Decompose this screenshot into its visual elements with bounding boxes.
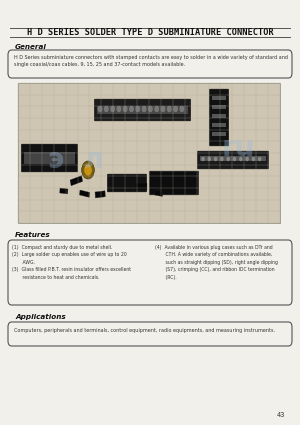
- Circle shape: [174, 107, 177, 111]
- Bar: [18, 83, 280, 223]
- Circle shape: [252, 158, 254, 161]
- Circle shape: [259, 158, 261, 161]
- Circle shape: [84, 164, 92, 176]
- Text: Features: Features: [15, 232, 51, 238]
- Circle shape: [82, 161, 94, 179]
- FancyBboxPatch shape: [209, 89, 229, 146]
- Circle shape: [142, 107, 146, 111]
- Bar: [212, 114, 226, 118]
- Text: ru: ru: [222, 134, 256, 162]
- Bar: [70, 176, 83, 186]
- Circle shape: [136, 107, 140, 111]
- FancyBboxPatch shape: [197, 151, 268, 169]
- Circle shape: [214, 158, 217, 161]
- Circle shape: [221, 158, 223, 161]
- Text: э  л: э л: [48, 146, 104, 174]
- Circle shape: [246, 158, 248, 161]
- Bar: [154, 190, 163, 196]
- Bar: [80, 190, 90, 197]
- Text: (4)  Available in various plug cases such as DTr and
       CTH. A wide variety : (4) Available in various plug cases such…: [155, 245, 278, 280]
- Circle shape: [208, 158, 210, 161]
- Circle shape: [123, 107, 127, 111]
- Circle shape: [148, 107, 152, 111]
- Text: Computers, peripherals and terminals, control equipment, radio equipments, and m: Computers, peripherals and terminals, co…: [14, 328, 275, 333]
- FancyBboxPatch shape: [21, 144, 78, 172]
- Bar: [200, 156, 266, 161]
- Text: General: General: [15, 44, 47, 50]
- Text: (1)  Compact and sturdy due to metal shell.
(2)  Large solder cup enables use of: (1) Compact and sturdy due to metal shel…: [12, 245, 131, 280]
- Circle shape: [98, 107, 102, 111]
- Text: H D Series subminiature connectors with stamped contacts are easy to solder in a: H D Series subminiature connectors with …: [14, 55, 288, 68]
- Circle shape: [161, 107, 165, 111]
- Bar: [212, 105, 226, 109]
- Circle shape: [130, 107, 133, 111]
- Bar: [212, 123, 226, 127]
- Text: 43: 43: [277, 412, 285, 418]
- Circle shape: [155, 107, 158, 111]
- Text: H D SERIES SOLDER TYPE D SUBMINIATURE CONNECTOR: H D SERIES SOLDER TYPE D SUBMINIATURE CO…: [27, 28, 273, 37]
- FancyBboxPatch shape: [149, 171, 199, 195]
- Bar: [135, 183, 147, 190]
- Circle shape: [227, 158, 229, 161]
- Bar: [212, 96, 226, 100]
- FancyBboxPatch shape: [94, 99, 190, 121]
- Text: Applications: Applications: [15, 314, 66, 320]
- Circle shape: [117, 107, 121, 111]
- Circle shape: [111, 107, 114, 111]
- Bar: [212, 132, 226, 136]
- Bar: [95, 191, 105, 198]
- FancyBboxPatch shape: [107, 174, 147, 192]
- Circle shape: [180, 107, 184, 111]
- Circle shape: [167, 107, 171, 111]
- Bar: [24, 152, 75, 164]
- Circle shape: [233, 158, 236, 161]
- Bar: [97, 106, 188, 114]
- Bar: [60, 188, 68, 194]
- Circle shape: [104, 107, 108, 111]
- Circle shape: [202, 158, 204, 161]
- Circle shape: [240, 158, 242, 161]
